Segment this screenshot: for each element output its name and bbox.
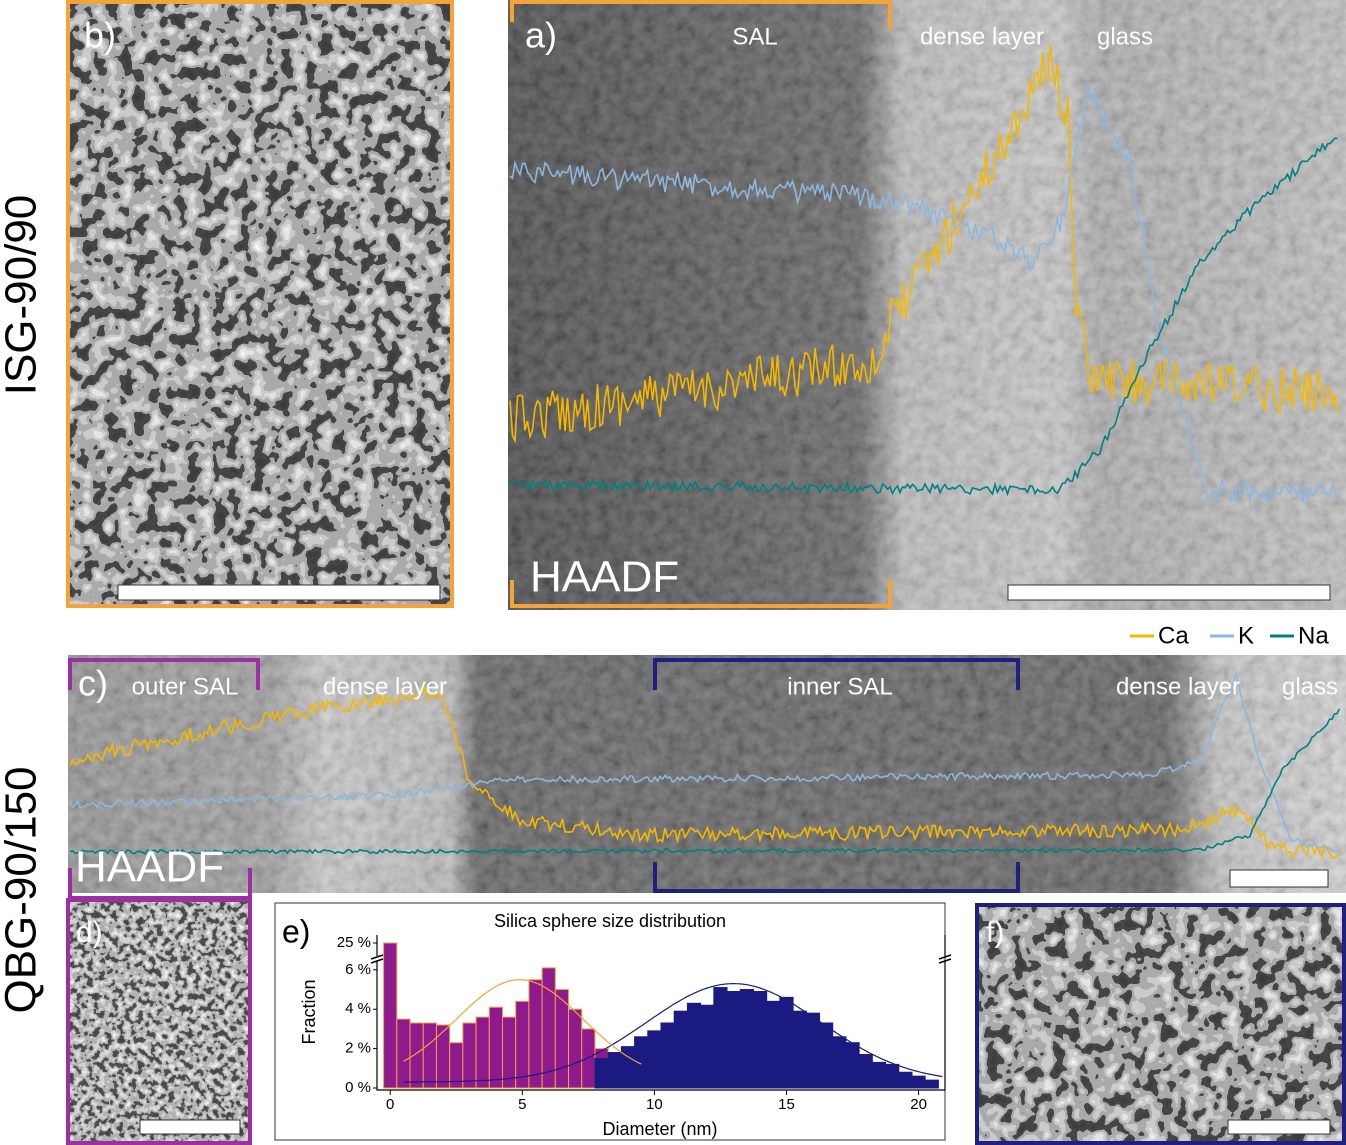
- bar: [620, 1046, 636, 1089]
- bar: [462, 1022, 477, 1089]
- bar: [383, 942, 398, 1089]
- line-profile: [69, 671, 1340, 853]
- bar: [924, 1079, 939, 1089]
- scale-bar: [1227, 1119, 1331, 1135]
- bar: [475, 1016, 490, 1089]
- region-label: dense layer: [1116, 673, 1240, 700]
- bar: [568, 1008, 583, 1089]
- panel-border: [66, 898, 252, 1145]
- bar: [435, 1024, 451, 1089]
- bar: [528, 979, 543, 1089]
- panel-label: c): [78, 663, 108, 704]
- bar: [819, 1022, 834, 1089]
- scale-bar: [139, 1119, 241, 1135]
- bar: [739, 989, 754, 1089]
- sample-label: QBG-90/150: [0, 766, 46, 1013]
- sem-image: [975, 903, 1346, 1145]
- x-tick-label: 15: [778, 1096, 795, 1113]
- legend-label: Ca: [1158, 622, 1189, 649]
- bar: [832, 1036, 847, 1089]
- bar: [673, 1010, 688, 1089]
- bar: [885, 1063, 900, 1089]
- x-tick-label: 20: [910, 1096, 927, 1113]
- region-label: glass: [1282, 673, 1338, 700]
- fit-curve: [403, 979, 642, 1065]
- scale-bar: [1229, 869, 1329, 888]
- bar: [898, 1071, 913, 1089]
- region-label: dense layer: [920, 23, 1044, 50]
- bar: [805, 1012, 821, 1089]
- y-tick-label: 6 %: [345, 961, 371, 978]
- panel-label: d): [76, 916, 103, 949]
- region-label: glass: [1097, 23, 1153, 50]
- bar: [766, 1000, 781, 1089]
- bar: [647, 1030, 662, 1089]
- detector-label: HAADF: [75, 843, 224, 892]
- sample-label: ISG-90/90: [0, 195, 46, 396]
- legend-label: K: [1238, 622, 1254, 649]
- chart-title: Silica sphere size distribution: [494, 911, 726, 931]
- bar: [792, 1010, 807, 1089]
- bar: [409, 1022, 424, 1089]
- bar: [488, 1006, 503, 1089]
- legend-label: Na: [1298, 622, 1329, 649]
- bar: [871, 1061, 887, 1089]
- bar: [858, 1054, 873, 1089]
- bar: [845, 1042, 860, 1089]
- panel-border: [975, 903, 1346, 1145]
- panel-border: [66, 0, 454, 608]
- panel-label: e): [282, 913, 310, 949]
- y-tick-label: 25 %: [337, 934, 371, 951]
- panel-label: a): [525, 15, 557, 56]
- sem-image: [68, 2, 452, 606]
- bar: [726, 990, 741, 1089]
- line-profile: [509, 137, 1338, 497]
- region-bracket: [510, 0, 892, 608]
- bar: [581, 1028, 596, 1089]
- region-label: outer SAL: [132, 673, 239, 700]
- x-tick-label: 10: [646, 1096, 663, 1113]
- line-profile: [509, 44, 1339, 444]
- y-tick-label: 2 %: [345, 1040, 371, 1057]
- region-label: dense layer: [323, 673, 447, 700]
- bar: [911, 1075, 926, 1089]
- bar: [713, 987, 728, 1089]
- sem-image: [68, 900, 250, 1145]
- bar: [752, 990, 768, 1089]
- y-tick-label: 0 %: [345, 1079, 371, 1096]
- bar: [607, 1052, 622, 1089]
- x-tick-label: 5: [518, 1096, 526, 1113]
- bar: [396, 1018, 411, 1089]
- line-profile: [69, 708, 1341, 856]
- bar: [700, 1004, 715, 1089]
- bar: [422, 1022, 437, 1089]
- axis-break: [370, 954, 384, 964]
- y-axis-label: Fraction: [299, 979, 319, 1044]
- scale-bar: [1007, 584, 1331, 601]
- axis-line: [376, 935, 946, 1091]
- scale-bar: [117, 584, 441, 601]
- chart-frame: [274, 902, 946, 1141]
- x-tick-label: 0: [386, 1096, 394, 1113]
- haadf-texture: [508, 0, 1346, 610]
- bar: [515, 1000, 530, 1089]
- bar: [660, 1022, 675, 1089]
- bar: [501, 1016, 517, 1089]
- bar: [686, 1002, 702, 1089]
- bar: [779, 996, 794, 1089]
- fit-curve: [403, 982, 943, 1083]
- axis-break: [938, 954, 952, 964]
- region-label: SAL: [732, 23, 777, 50]
- region-bracket: [653, 658, 1020, 893]
- x-axis-label: Diameter (nm): [602, 1119, 717, 1139]
- panel-label: f): [986, 916, 1004, 949]
- region-label: inner SAL: [787, 673, 892, 700]
- y-tick-label: 4 %: [345, 1000, 371, 1017]
- line-profile: [509, 84, 1339, 504]
- detector-label: HAADF: [530, 553, 679, 602]
- line-profile: [69, 684, 1341, 860]
- panel-label: b): [84, 15, 116, 56]
- bar: [594, 1057, 609, 1089]
